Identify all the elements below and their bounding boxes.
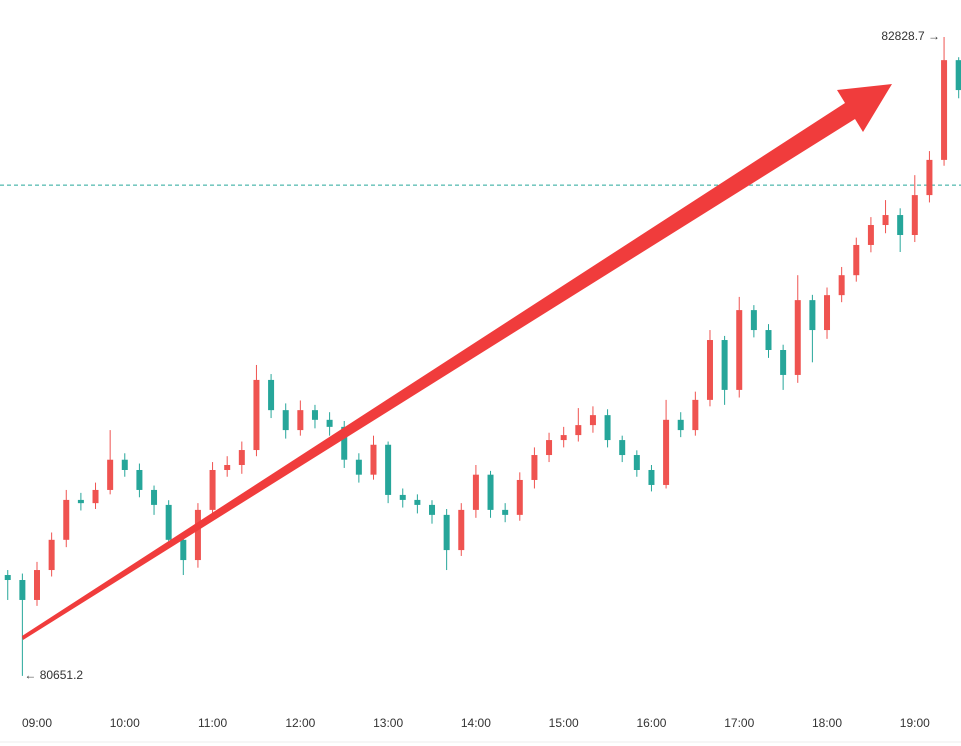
candle-body [531, 455, 538, 480]
candle-body [560, 435, 567, 441]
candle-body [194, 509, 201, 561]
candle-body [429, 504, 436, 515]
x-tick-label: 17:00 [724, 716, 754, 730]
x-tick-label: 18:00 [812, 716, 842, 730]
x-tick-label: 11:00 [198, 716, 227, 730]
candle-body [838, 275, 845, 296]
candle-body [180, 539, 187, 561]
candle-body [911, 195, 918, 235]
candles [0, 37, 961, 676]
candle-body [487, 474, 494, 510]
candle-body [297, 410, 304, 431]
candle-body [282, 410, 289, 431]
candle-body [77, 499, 84, 504]
candle-body [136, 469, 143, 490]
candle-body [648, 469, 655, 485]
candle-body [692, 399, 699, 431]
x-tick-label: 09:00 [22, 716, 52, 730]
trend-arrow [22, 84, 892, 640]
candle-body [399, 494, 406, 500]
candle-body [253, 379, 260, 451]
candle-body [311, 410, 318, 420]
candle-body [502, 509, 509, 515]
x-tick-label: 13:00 [373, 716, 403, 730]
candle-body [589, 415, 596, 426]
candle-body [121, 459, 128, 470]
candle-body [443, 514, 450, 551]
candle-body [882, 215, 889, 226]
x-tick-label: 15:00 [549, 716, 579, 730]
candle-body [780, 350, 787, 375]
candle-body [63, 499, 70, 540]
candle-body [165, 504, 172, 540]
candle-body [867, 225, 874, 245]
candle-body [516, 479, 523, 515]
x-tick-label: 12:00 [285, 716, 315, 730]
x-tick-label: 16:00 [636, 716, 666, 730]
candle-body [897, 215, 904, 235]
candle-body [19, 580, 26, 600]
x-tick-label: 14:00 [461, 716, 491, 730]
candle-body [370, 444, 377, 475]
candle-body [633, 455, 640, 470]
candle-body [92, 489, 99, 504]
candle-body [824, 295, 831, 331]
candle-body [809, 300, 816, 331]
candle-body [341, 426, 348, 460]
high-label: 82828.7 → [881, 29, 940, 43]
candle-body [355, 459, 362, 475]
candle-body [238, 450, 245, 466]
candle-body [48, 539, 55, 571]
candle-body [941, 60, 948, 160]
candle-body [926, 159, 933, 196]
candle-body [794, 300, 801, 375]
candle-body [268, 379, 275, 411]
candle-body [209, 469, 216, 510]
candle-body [472, 474, 479, 510]
candle-body [706, 340, 713, 400]
x-tick-label: 10:00 [110, 716, 140, 730]
candle-body [34, 570, 40, 600]
candle-body [575, 425, 582, 436]
candle-body [750, 310, 757, 331]
candle-body [546, 440, 553, 456]
low-label: ← 80651.2 [24, 668, 83, 682]
candle-body [107, 459, 114, 490]
candle-body [326, 419, 333, 427]
candle-body [663, 419, 670, 485]
candle-body [4, 575, 11, 581]
candle-body [619, 440, 626, 456]
candle-body [414, 499, 421, 505]
candle-body [151, 489, 158, 505]
candle-body [721, 340, 728, 390]
candle-body [458, 509, 465, 551]
candle-body [224, 465, 231, 470]
candle-body [955, 60, 961, 91]
candle-body [853, 244, 860, 276]
candle-body [385, 444, 392, 495]
candle-body [677, 419, 684, 431]
candle-body [765, 330, 772, 350]
x-tick-label: 19:00 [900, 716, 930, 730]
candle-body [736, 310, 743, 390]
candle-body [604, 415, 611, 441]
